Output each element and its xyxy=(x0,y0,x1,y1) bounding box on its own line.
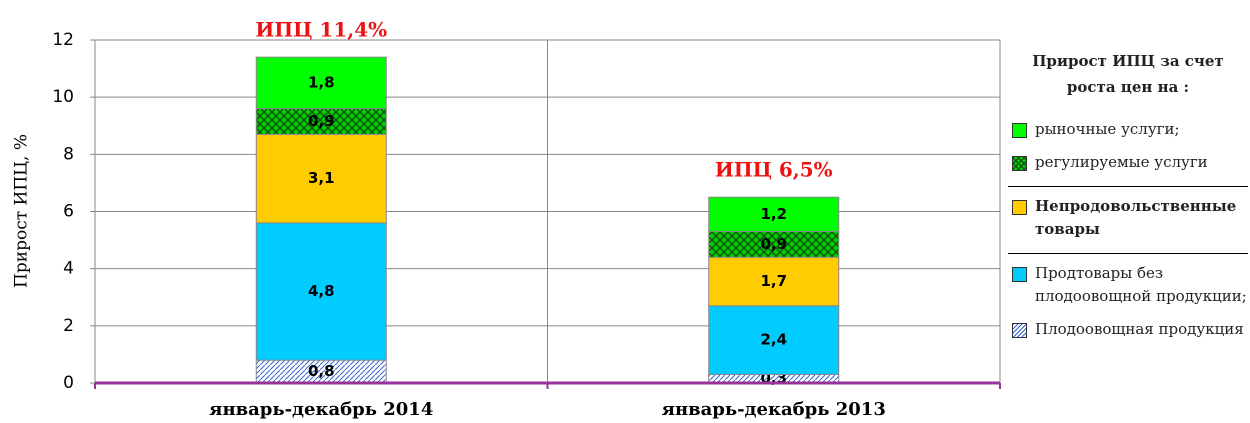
value-label: 1,2 xyxy=(760,205,787,223)
y-tick-label: 0 xyxy=(63,373,74,393)
x-tick-label: январь-декабрь 2014 xyxy=(209,399,433,420)
bar-segment xyxy=(255,56,387,110)
legend-label: рыночные услуги; xyxy=(1035,120,1180,138)
bar-segment xyxy=(708,231,840,258)
y-tick-label: 10 xyxy=(52,87,74,107)
legend-item: Плодоовощная продукция xyxy=(1008,314,1248,347)
legend-swatch xyxy=(1012,123,1027,138)
y-tick-label: 12 xyxy=(52,30,74,50)
value-label: 0,8 xyxy=(308,362,335,380)
chart: Прирост ИПЦ, % 0 2 4 6 8 10 12 январь-декабрь 2… xyxy=(12,18,1001,420)
y-tick-label: 8 xyxy=(63,144,74,164)
legend-swatch xyxy=(1012,323,1027,338)
value-label: 0,9 xyxy=(760,235,787,253)
legend-label: Плодоовощная продукция xyxy=(1035,320,1244,338)
bar-segment xyxy=(708,196,840,233)
legend-label: Продтовары без плодоовощной продукции; xyxy=(1035,264,1247,305)
y-tick-label: 4 xyxy=(63,259,74,279)
legend-swatch xyxy=(1012,200,1027,215)
legend-title: Прирост ИПЦ за счет роста цен на : xyxy=(1032,52,1224,96)
value-label: 1,7 xyxy=(760,272,787,290)
legend-swatch xyxy=(1012,267,1027,282)
value-label: 0,9 xyxy=(308,112,335,130)
legend-item: Непродовольст­венные товары xyxy=(1008,186,1248,247)
bar-segment xyxy=(255,222,387,361)
legend-item: регулируемые услуги xyxy=(1008,147,1248,180)
bar-segment xyxy=(708,305,840,375)
value-label: 3,1 xyxy=(308,169,335,187)
bar-segment xyxy=(708,256,840,307)
legend-label: регулируемые услуги xyxy=(1035,153,1208,171)
y-tick-label: 2 xyxy=(63,316,74,336)
y-axis-label: Прирост ИПЦ, % xyxy=(12,134,32,288)
legend-item: Продтовары без плодоовощной продукции; xyxy=(1008,253,1248,314)
value-label: 1,8 xyxy=(308,73,335,91)
legend-item: рыночные услуги; xyxy=(1008,114,1248,147)
legend: Прирост ИПЦ за счет роста цен на : рыночн… xyxy=(1008,48,1248,347)
bar-segment xyxy=(255,108,387,135)
x-tick-label: январь-декабрь 2013 xyxy=(662,399,886,420)
bar-segment xyxy=(255,133,387,224)
value-label: 4,8 xyxy=(308,282,335,300)
annotation: ИПЦ 6,5% xyxy=(715,158,833,182)
value-label: 2,4 xyxy=(760,331,787,349)
legend-label: Непродовольст­венные товары xyxy=(1035,197,1237,238)
legend-swatch xyxy=(1012,156,1027,171)
annotation: ИПЦ 11,4% xyxy=(255,18,387,42)
y-tick-label: 6 xyxy=(63,202,74,222)
